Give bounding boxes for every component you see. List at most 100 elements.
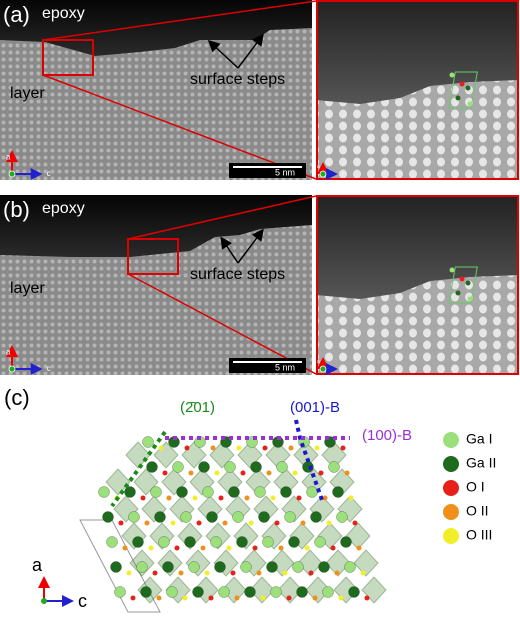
atom	[124, 486, 136, 498]
axis-label: c	[47, 169, 51, 178]
atom	[348, 495, 354, 501]
atom	[106, 536, 118, 548]
atom	[110, 561, 122, 573]
atom	[338, 595, 344, 601]
octahedron	[249, 576, 275, 604]
atom	[284, 511, 296, 523]
atom	[162, 561, 174, 573]
atom	[188, 561, 200, 573]
atom	[202, 486, 214, 498]
atom	[449, 72, 455, 78]
atom	[188, 470, 194, 476]
octahedron	[105, 468, 131, 496]
legend-label: Ga II	[466, 455, 496, 471]
atom	[200, 545, 206, 551]
annotation: surface steps	[190, 71, 285, 88]
axis-origin	[8, 365, 16, 373]
plane-label: (100)-B	[362, 427, 412, 444]
legend-label: O II	[466, 503, 489, 519]
region-label: layer	[10, 85, 45, 102]
axis-origin	[41, 598, 47, 604]
plane-line	[294, 419, 324, 501]
atom	[352, 520, 358, 526]
inset-epoxy	[316, 0, 519, 104]
region-label: epoxy	[42, 5, 85, 22]
atom	[449, 267, 455, 273]
atom	[126, 570, 132, 576]
atom	[114, 586, 126, 598]
axis-label: a	[32, 555, 43, 575]
axis-origin	[319, 365, 327, 373]
atom	[278, 545, 284, 551]
atom	[250, 461, 262, 473]
atom	[282, 570, 288, 576]
atom	[154, 511, 166, 523]
atom	[128, 511, 140, 523]
atom	[122, 545, 128, 551]
atom	[256, 570, 262, 576]
atom	[248, 520, 254, 526]
legend-label: O III	[466, 527, 492, 543]
atom	[184, 536, 196, 548]
panel-label: (c)	[4, 385, 30, 410]
panel-label: (b)	[3, 197, 30, 222]
atom	[340, 445, 346, 451]
atom	[244, 586, 256, 598]
atom	[218, 586, 230, 598]
atom	[162, 470, 168, 476]
atom	[455, 95, 461, 101]
axis-origin	[8, 170, 16, 178]
atom	[198, 461, 210, 473]
atom	[270, 495, 276, 501]
atom	[300, 520, 306, 526]
atom	[130, 595, 136, 601]
atom	[224, 461, 236, 473]
zoom-line	[127, 273, 317, 375]
atom	[218, 495, 224, 501]
atom	[140, 586, 152, 598]
atom	[236, 536, 248, 548]
epoxy-region	[0, 195, 312, 257]
region-label: layer	[10, 280, 45, 297]
atom	[322, 586, 334, 598]
axis-label: a	[317, 164, 320, 170]
atom	[214, 561, 226, 573]
unit-cell	[448, 266, 478, 304]
atom	[465, 280, 471, 286]
atom	[292, 470, 298, 476]
axis-label: a	[317, 359, 320, 365]
atom	[465, 85, 471, 91]
annotation-arrow	[220, 236, 239, 264]
octahedron	[325, 549, 351, 577]
atom	[208, 595, 214, 601]
atom	[140, 495, 146, 501]
atom	[356, 545, 362, 551]
atom	[292, 561, 304, 573]
atom	[262, 445, 268, 451]
axis-label: a	[6, 348, 11, 357]
atom	[260, 595, 266, 601]
atom	[332, 486, 344, 498]
atom	[118, 520, 124, 526]
octahedron	[125, 441, 151, 469]
axis-label: c	[47, 364, 51, 373]
octahedron	[297, 549, 323, 577]
plane-label: (2̄01)	[180, 399, 215, 416]
atom	[156, 595, 162, 601]
legend-swatch	[443, 480, 459, 496]
atom	[314, 445, 320, 451]
annotation: surface steps	[190, 266, 285, 283]
atom	[244, 495, 250, 501]
atom	[296, 586, 308, 598]
atom	[226, 545, 232, 551]
atom	[326, 520, 332, 526]
atom	[102, 511, 114, 523]
atom	[204, 570, 210, 576]
atom	[328, 461, 340, 473]
atom	[340, 536, 352, 548]
region-label: epoxy	[42, 200, 85, 217]
atom	[150, 486, 162, 498]
atom	[144, 520, 150, 526]
atom	[174, 545, 180, 551]
